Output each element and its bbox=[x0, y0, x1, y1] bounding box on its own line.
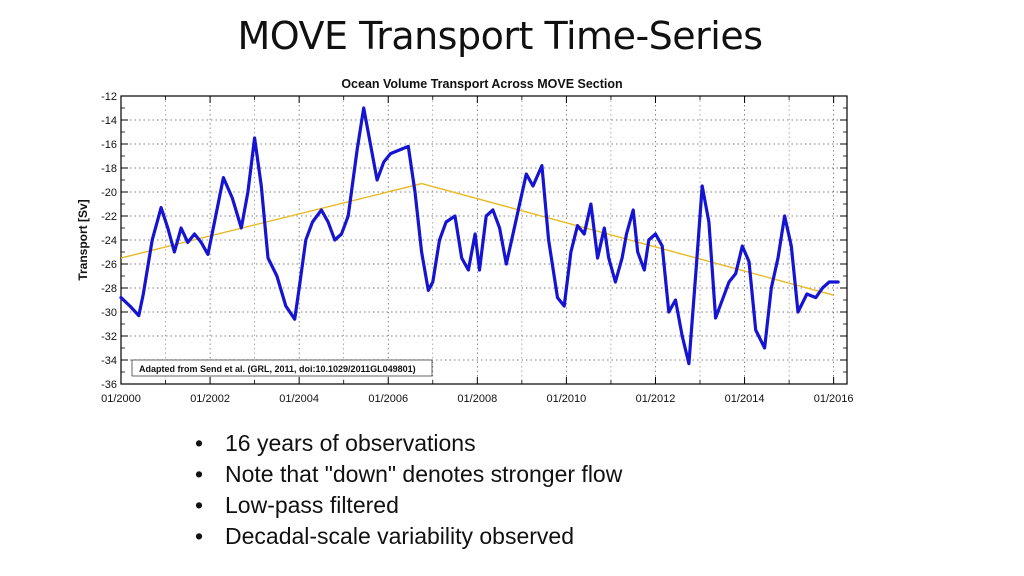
y-tick-label: -22 bbox=[101, 211, 117, 223]
bullet-item: • 16 years of observations bbox=[195, 430, 476, 456]
bullet-text: Note that "down" denotes stronger flow bbox=[225, 461, 623, 487]
chart-title: Ocean Volume Transport Across MOVE Secti… bbox=[341, 77, 622, 91]
x-tick-label: 01/2010 bbox=[547, 393, 587, 405]
y-tick-label: -24 bbox=[101, 235, 117, 247]
x-tick-label: 01/2006 bbox=[368, 393, 408, 405]
y-tick-label: -34 bbox=[101, 355, 117, 367]
bullet-text: Low-pass filtered bbox=[225, 492, 399, 518]
bullet-text: Decadal-scale variability observed bbox=[225, 523, 574, 549]
bullet-item: • Note that "down" denotes stronger flow bbox=[195, 461, 623, 487]
y-axis-label: Transport [Sv] bbox=[76, 199, 90, 280]
y-tick-label: -16 bbox=[101, 139, 117, 151]
x-tick-label: 01/2002 bbox=[190, 393, 230, 405]
y-tick-label: -32 bbox=[101, 331, 117, 343]
annotation-box bbox=[131, 359, 433, 377]
bullet-item: • Low-pass filtered bbox=[195, 492, 399, 518]
transport-series-line bbox=[119, 106, 840, 366]
axis-ticks bbox=[120, 95, 847, 385]
trend-line bbox=[421, 182, 834, 296]
slide-title: MOVE Transport Time-Series bbox=[237, 14, 763, 58]
y-tick-label: -30 bbox=[101, 307, 117, 319]
x-tick-label: 01/2012 bbox=[636, 393, 676, 405]
y-tick-labels: -12 -14 -16 -18 -20 -22 -24 -26 -28 -30 -32 -34 -36 bbox=[101, 91, 117, 391]
x-tick-label: 01/2004 bbox=[279, 393, 319, 405]
transport-chart: Ocean Volume Transport Across MOVE Secti… bbox=[76, 77, 854, 405]
y-tick-label: -18 bbox=[101, 163, 117, 175]
grid bbox=[120, 95, 847, 385]
x-tick-label: 01/2016 bbox=[814, 393, 854, 405]
y-tick-label: -28 bbox=[101, 283, 117, 295]
y-tick-label: -12 bbox=[101, 91, 117, 103]
bullet-list: • 16 years of observations • Note that "do… bbox=[195, 428, 622, 552]
bullet-text: 16 years of observations bbox=[225, 430, 476, 456]
x-tick-label: 01/2000 bbox=[101, 393, 141, 405]
y-tick-label: -36 bbox=[101, 379, 117, 391]
y-tick-label: -14 bbox=[101, 115, 117, 127]
bullet-item: • Decadal-scale variability observed bbox=[195, 523, 574, 549]
x-tick-label: 01/2008 bbox=[457, 393, 497, 405]
citation-annotation: Adapted from Send et al. (GRL, 2011, doi… bbox=[139, 364, 416, 374]
x-tick-labels: 01/2000 01/2002 01/2004 01/2006 01/2008 01/20… bbox=[101, 393, 853, 405]
y-tick-label: -26 bbox=[101, 259, 117, 271]
series-layer bbox=[119, 106, 840, 366]
y-tick-label: -20 bbox=[101, 187, 117, 199]
x-tick-label: 01/2014 bbox=[725, 393, 765, 405]
